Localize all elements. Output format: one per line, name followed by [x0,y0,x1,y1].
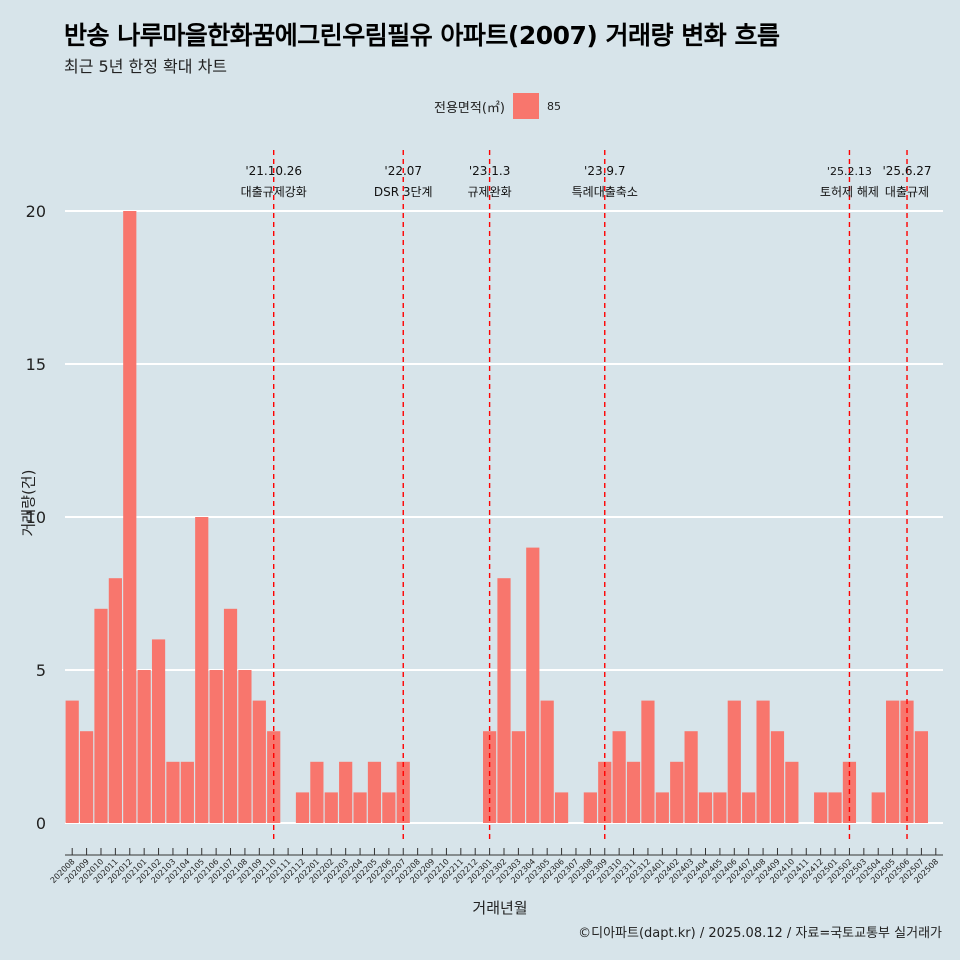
bar [65,700,79,823]
bar [367,761,382,823]
event-label: 규제완화 [468,185,512,199]
bar [626,761,641,823]
event-label: 토허제 해제 [820,185,879,199]
bar [382,792,396,823]
y-tick-label: 15 [26,355,46,374]
bar [554,792,569,823]
bar [137,670,151,823]
event-date: '23.9.7 [584,164,625,178]
bar [770,731,785,823]
y-axis-label: 거래량(건) [19,469,38,537]
legend-swatch [512,93,539,119]
y-tick-label: 20 [26,202,46,221]
bar [655,792,669,823]
bar [526,547,540,823]
bar [166,761,180,823]
bar [900,700,914,823]
bar [684,731,698,823]
event-label: 대출규제 [885,185,929,199]
event-date: '25.2.13 [827,165,872,178]
bar [151,639,166,823]
bar [295,792,310,823]
bar [339,761,353,823]
bar [209,670,223,823]
x-axis-label: 거래년월 [472,899,528,917]
bar [583,792,597,823]
bar [310,761,324,823]
y-tick-label: 0 [36,814,46,833]
bar [871,792,885,823]
y-tick-label: 10 [26,508,46,527]
chart-subtitle: 최근 5년 한정 확대 차트 [64,57,228,76]
bar [267,731,281,823]
bar [238,670,252,823]
bar [180,761,194,823]
bar [785,761,799,823]
bar [483,731,497,823]
source-caption: ©디아파트(dapt.kr) / 2025.08.12 / 자료=국토교통부 실… [578,926,942,941]
event-label: DSR 3단계 [374,185,433,199]
bar [698,792,713,823]
bar [756,700,770,823]
event-date: '23.1.3 [469,164,510,178]
bar [79,731,94,823]
bar [612,731,626,823]
bar [497,578,511,823]
bar [324,792,338,823]
bar [641,700,655,823]
bar [123,211,137,823]
chart-title: 반송 나루마을한화꿈에그린우림필유 아파트(2007) 거래량 변화 흐름 [64,21,780,50]
bar [195,517,209,823]
bar [223,608,238,823]
bar [252,700,266,823]
bar [94,608,108,823]
event-date: '21.10.26 [245,164,302,178]
y-tick-label: 5 [36,661,46,680]
bar [713,792,727,823]
bar [540,700,554,823]
bar [742,792,756,823]
event-date: '22.07 [384,164,422,178]
bar [814,792,828,823]
bar [886,700,900,823]
bar [108,578,122,823]
legend: 전용면적(㎡) 85 [434,93,561,119]
event-date: '25.6.27 [882,164,931,178]
legend-title: 전용면적(㎡) [434,100,505,116]
legend-label: 85 [546,99,561,113]
event-label: 특례대출축소 [572,185,638,199]
bar [670,761,684,823]
bar [914,731,929,823]
bar [353,792,367,823]
bar [511,731,525,823]
event-label: 대출규제강화 [241,185,307,199]
bar [727,700,741,823]
bar [828,792,842,823]
